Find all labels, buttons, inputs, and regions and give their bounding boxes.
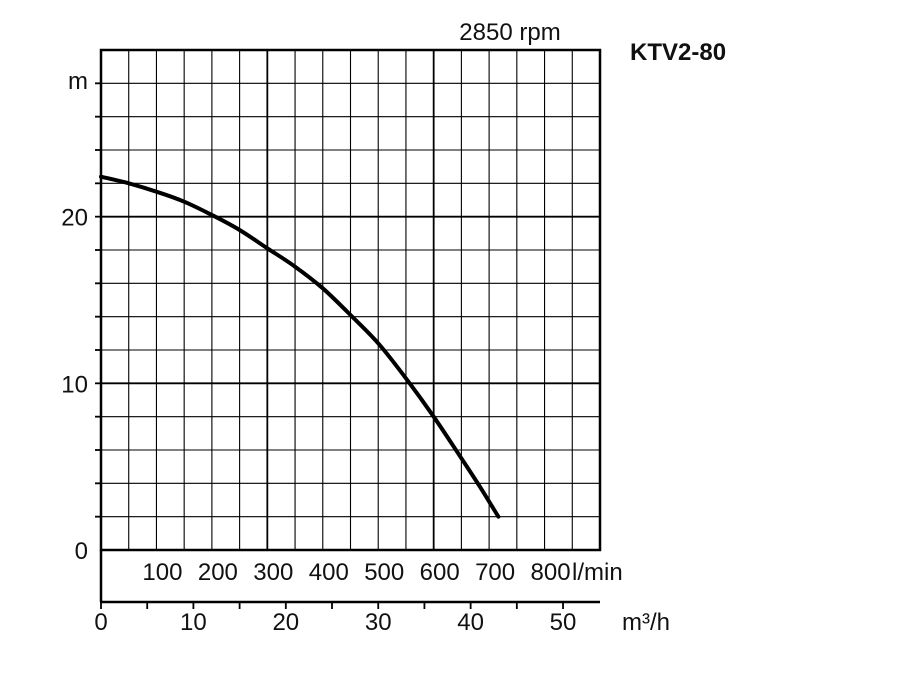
- x-tick-label: 30: [365, 609, 392, 636]
- x2-tick-label: 300: [253, 559, 293, 586]
- x-tick-label: 50: [550, 609, 577, 636]
- x2-axis-unit: l/min: [572, 559, 623, 586]
- y-tick-label: 0: [75, 538, 88, 565]
- model-title: KTV2-80: [630, 39, 726, 66]
- x2-tick-label: 700: [475, 559, 515, 586]
- chart-frame: [95, 48, 602, 609]
- x-tick-label: 20: [272, 609, 299, 636]
- plot-border: [99, 48, 602, 552]
- grid-major: [101, 50, 600, 550]
- y-axis-unit: m: [68, 68, 88, 95]
- x2-tick-label: 600: [420, 559, 460, 586]
- x2-tick-label: 100: [142, 559, 182, 586]
- series-layer: [99, 174, 501, 519]
- grid-minor: [101, 50, 600, 550]
- x-axis-unit: m³/h: [622, 609, 670, 636]
- rpm-label: 2850 rpm: [459, 19, 560, 46]
- x2-tick-label: 500: [364, 559, 404, 586]
- pump-curve-line: [99, 174, 501, 519]
- y-tick-label: 10: [61, 371, 88, 398]
- x-tick-label: 0: [94, 609, 107, 636]
- x-tick-label: 10: [180, 609, 207, 636]
- x2-tick-label: 200: [198, 559, 238, 586]
- x2-tick-label: 800: [531, 559, 571, 586]
- y-tick-label: 20: [61, 205, 88, 232]
- x-tick-label: 40: [457, 609, 484, 636]
- x2-tick-label: 400: [309, 559, 349, 586]
